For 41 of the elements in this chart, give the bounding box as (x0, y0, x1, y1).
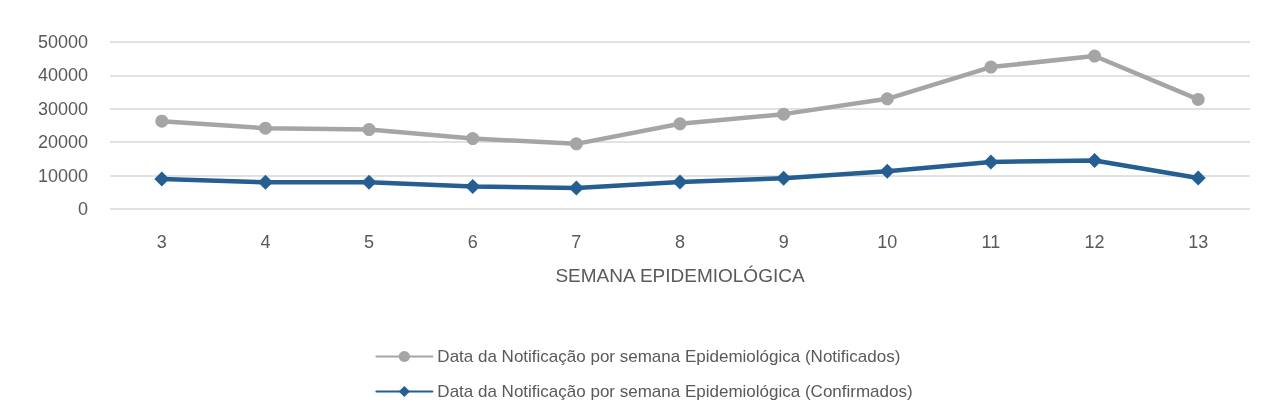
point (362, 123, 376, 136)
y-tick-label: 40000 (37, 65, 88, 86)
point (1191, 92, 1205, 106)
point (672, 174, 688, 190)
point (1087, 153, 1103, 169)
x-tick-label: 3 (156, 232, 167, 252)
point (154, 171, 170, 187)
x-tick-label: 12 (1084, 232, 1105, 252)
legend-label: Data da Notificação por semana Epidemiológica (Confirmados) (437, 382, 913, 401)
point (361, 174, 377, 190)
y-tick-label: 0 (77, 199, 88, 219)
y-tick-label: 30000 (37, 98, 88, 119)
y-tick-label: 50000 (37, 32, 88, 52)
point (879, 163, 895, 179)
x-tick-label: 9 (778, 232, 789, 252)
x-tick-label: 7 (571, 232, 582, 252)
point (257, 174, 273, 190)
point (776, 170, 792, 186)
point (983, 154, 999, 170)
x-tick-label: 10 (877, 232, 898, 252)
y-tick-label: 20000 (37, 132, 88, 153)
x-axis-title: SEMANA EPIDEMIOLÓGICA (555, 265, 805, 286)
x-tick-label: 8 (674, 232, 686, 252)
point (673, 117, 687, 131)
x-tick-label: 4 (260, 232, 271, 252)
point (466, 132, 480, 146)
point (258, 121, 272, 135)
y-tick-label: 10000 (37, 165, 88, 186)
point (465, 179, 481, 195)
point (984, 60, 998, 74)
x-tick-label: 6 (467, 232, 478, 252)
x-tick-label: 13 (1188, 232, 1209, 252)
point (155, 114, 169, 128)
point (569, 137, 583, 151)
point (1088, 49, 1102, 63)
legend-label: Data da Notificação por semana Epidemiológica (Notificados) (437, 347, 901, 366)
x-tick-label: 11 (981, 232, 1001, 252)
x-tick-label: 5 (364, 232, 375, 252)
point (777, 107, 791, 121)
point (1190, 170, 1206, 186)
point (880, 92, 894, 106)
